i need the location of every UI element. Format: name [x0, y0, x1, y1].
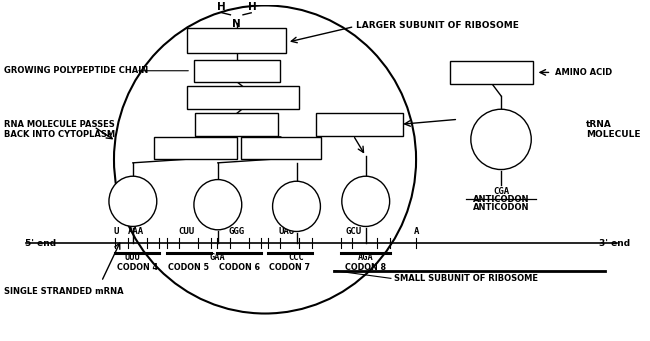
Text: GCU: GCU	[345, 227, 361, 236]
Text: UUU: UUU	[125, 253, 141, 262]
Text: LEUCINE: LEUCINE	[179, 143, 222, 152]
Text: PHENYLALANINE: PHENYLALANINE	[206, 93, 291, 102]
Text: 5: 5	[159, 143, 164, 152]
Text: CODON 7: CODON 7	[269, 263, 310, 272]
Text: AMINO ACID: AMINO ACID	[554, 68, 612, 77]
Text: ANTICODON: ANTICODON	[473, 203, 529, 212]
Text: ANTICODON: ANTICODON	[473, 195, 529, 204]
Text: 2: 2	[198, 66, 204, 75]
Ellipse shape	[342, 176, 389, 226]
Text: 3: 3	[192, 93, 198, 102]
Ellipse shape	[471, 109, 531, 169]
Ellipse shape	[194, 180, 242, 230]
Text: GGG: GGG	[229, 227, 245, 236]
Text: TYROSINE: TYROSINE	[339, 120, 390, 129]
Text: SINGLE STRANDED mRNA: SINGLE STRANDED mRNA	[4, 287, 124, 296]
Text: H: H	[248, 2, 257, 12]
FancyBboxPatch shape	[195, 113, 278, 135]
Text: H: H	[216, 2, 226, 12]
Ellipse shape	[109, 176, 157, 226]
Text: 6: 6	[245, 143, 251, 152]
Text: RNA MOLECULE PASSES
BACK INTO CYTOPLASM: RNA MOLECULE PASSES BACK INTO CYTOPLASM	[4, 120, 115, 139]
Text: U: U	[113, 227, 118, 236]
Text: GLYCINE: GLYCINE	[265, 143, 307, 152]
FancyBboxPatch shape	[187, 28, 286, 53]
Text: N: N	[232, 19, 241, 29]
Text: SMALL SUBUNIT OF RIBOSOME: SMALL SUBUNIT OF RIBOSOME	[394, 274, 538, 283]
Text: GAA: GAA	[210, 253, 226, 262]
FancyBboxPatch shape	[317, 113, 402, 135]
Text: LARGER SUBUNIT OF RIBOSOME: LARGER SUBUNIT OF RIBOSOME	[356, 21, 519, 30]
Text: 3' end: 3' end	[599, 239, 630, 248]
FancyBboxPatch shape	[154, 136, 237, 159]
FancyBboxPatch shape	[194, 60, 280, 82]
Text: CODON 8: CODON 8	[344, 263, 385, 272]
Text: METHIONINE: METHIONINE	[209, 36, 274, 45]
Text: 4: 4	[200, 120, 205, 129]
Text: ALANINE: ALANINE	[474, 68, 519, 77]
Text: AAA: AAA	[128, 227, 144, 236]
Text: tRNA
MOLECULE: tRNA MOLECULE	[586, 120, 640, 139]
Text: A: A	[413, 227, 419, 236]
Text: CUU: CUU	[178, 227, 194, 236]
FancyBboxPatch shape	[450, 61, 533, 84]
Text: 8: 8	[454, 68, 460, 77]
Text: 5' end: 5' end	[25, 239, 56, 248]
Text: GROWING POLYPEPTIDE CHAIN: GROWING POLYPEPTIDE CHAIN	[4, 66, 148, 75]
Text: 7: 7	[320, 120, 326, 129]
Text: LYSINE: LYSINE	[224, 120, 259, 129]
Text: CODON 5: CODON 5	[168, 263, 209, 272]
Text: CODON 6: CODON 6	[219, 263, 260, 272]
Text: 1: 1	[192, 36, 198, 45]
Text: CGA: CGA	[493, 187, 509, 196]
FancyBboxPatch shape	[187, 86, 299, 109]
Ellipse shape	[272, 181, 320, 232]
Text: AGA: AGA	[358, 253, 374, 262]
FancyBboxPatch shape	[240, 136, 320, 159]
Text: UAU: UAU	[279, 227, 295, 236]
Text: CCC: CCC	[289, 253, 304, 262]
Text: VALINE: VALINE	[224, 66, 260, 75]
Text: CODON 4: CODON 4	[117, 263, 158, 272]
